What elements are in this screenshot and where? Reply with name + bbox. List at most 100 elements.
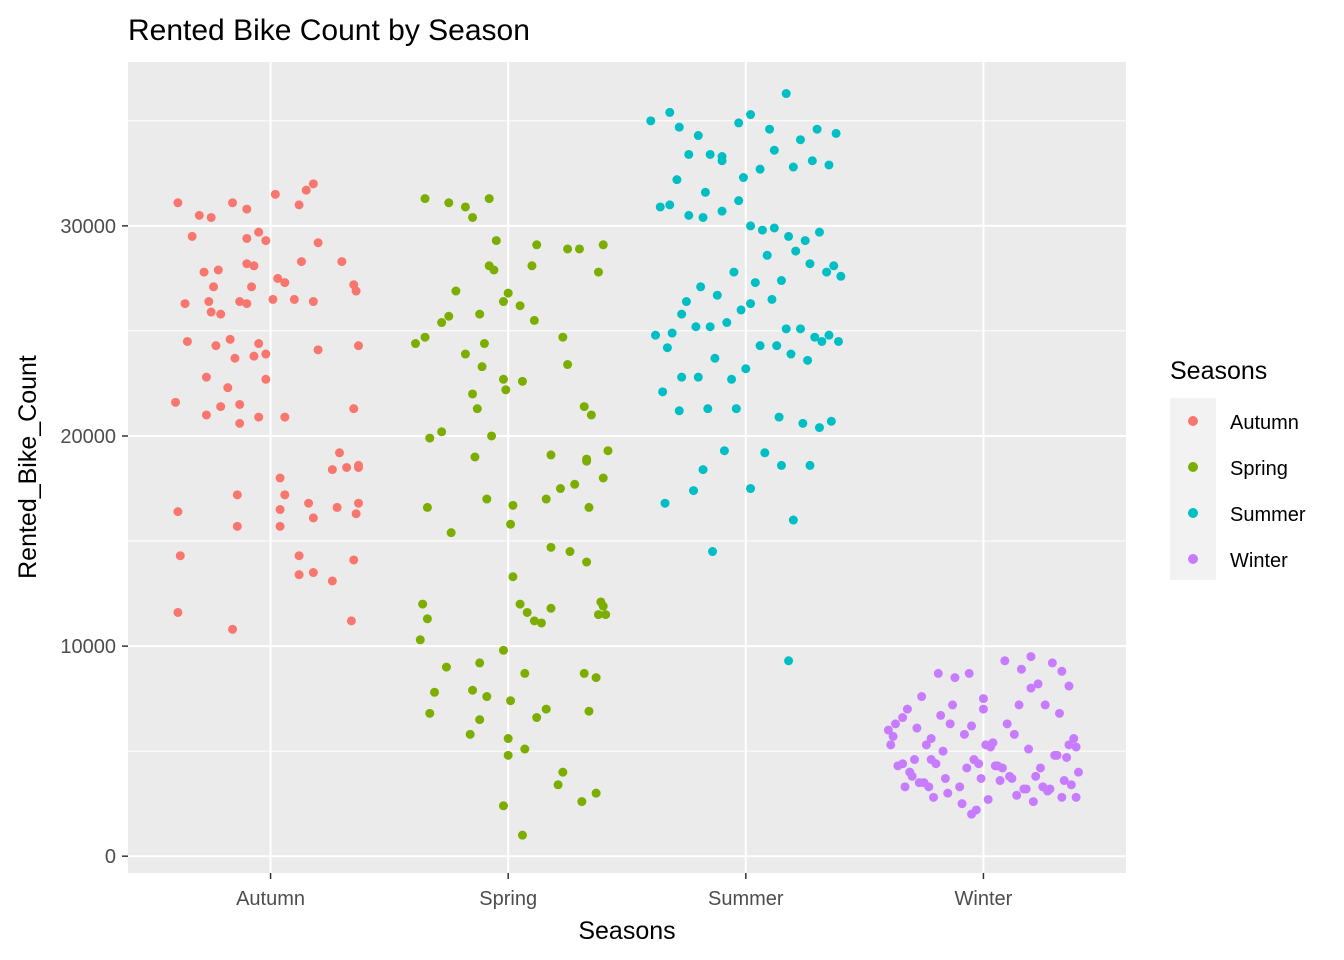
data-point-summer [798,418,808,428]
data-point-summer [660,498,670,508]
data-point-autumn [275,473,285,483]
data-point-autumn [216,309,226,319]
data-point-winter [883,725,893,735]
data-point-autumn [261,349,271,359]
data-point-spring [446,528,456,538]
data-point-spring [411,339,421,349]
data-point-spring [460,349,470,359]
data-point-autumn [206,212,216,222]
data-point-spring [482,692,492,702]
data-point-winter [1062,752,1072,762]
legend-label-summer: Summer [1230,504,1306,526]
data-point-winter [900,782,910,792]
data-point-spring [582,454,592,464]
data-point-winter [964,668,974,678]
data-point-autumn [294,200,304,210]
data-point-autumn [337,257,347,267]
data-point-summer [824,330,834,340]
data-point-spring [482,494,492,504]
data-point-autumn [289,294,299,304]
data-point-spring [579,668,589,678]
data-point-summer [662,343,672,353]
data-point-summer [803,355,813,365]
data-point-winter [1064,681,1074,691]
data-point-winter [1009,729,1019,739]
data-point-autumn [225,334,235,344]
data-point-spring [479,339,489,349]
data-point-autumn [275,505,285,515]
data-point-spring [541,494,551,504]
data-point-summer [822,267,832,277]
data-point-autumn [173,607,183,617]
data-point-summer [712,290,722,300]
data-point-spring [444,311,454,321]
data-point-summer [774,412,784,422]
data-point-winter [948,700,958,710]
x-tick-label: Spring [479,888,537,910]
data-point-summer [784,656,794,666]
data-point-spring [591,788,601,798]
data-point-autumn [304,498,314,508]
data-point-autumn [235,418,245,428]
data-point-winter [945,719,955,729]
data-point-winter [981,740,991,750]
data-point-summer [655,202,665,212]
grid-minor-lines [128,120,1126,752]
data-point-summer [691,322,701,332]
data-point-summer [746,484,756,494]
data-point-summer [734,118,744,128]
data-point-spring [546,450,556,460]
data-point-spring [574,244,584,254]
data-point-winter [898,759,908,769]
data-point-winter [940,773,950,783]
data-point-autumn [213,265,223,275]
data-point-spring [570,479,580,489]
data-point-autumn [235,399,245,409]
data-point-winter [933,668,943,678]
data-point-spring [451,286,461,296]
data-point-winter [1021,784,1031,794]
data-point-autumn [254,227,264,237]
data-point-spring [515,599,525,609]
data-point-summer [741,364,751,374]
data-point-summer [693,372,703,382]
data-point-summer [788,515,798,525]
data-point-summer [738,173,748,183]
data-point-spring [529,616,539,626]
data-point-autumn [268,294,278,304]
data-point-summer [689,486,699,496]
data-point-summer [805,259,815,269]
data-point-spring [422,614,432,624]
data-point-spring [598,473,608,483]
data-point-spring [437,318,447,328]
data-point-spring [444,198,454,208]
data-point-summer [833,336,843,346]
data-point-autumn [173,507,183,517]
data-point-spring [420,194,430,204]
data-point-summer [826,416,836,426]
data-point-autumn [242,233,252,243]
data-point-autumn [223,383,233,393]
data-point-winter [1073,767,1083,777]
data-point-summer [658,387,668,397]
data-point-autumn [175,551,185,561]
data-point-winter [976,773,986,783]
data-point-spring [591,673,601,683]
data-point-winter [978,704,988,714]
data-point-autumn [270,189,280,199]
data-point-autumn [327,465,337,475]
data-point-spring [420,332,430,342]
data-point-winter [962,763,972,773]
data-point-spring [498,645,508,655]
data-point-spring [506,696,516,706]
data-point-winter [1066,780,1076,790]
data-point-winter [1028,797,1038,807]
data-point-summer [746,299,756,309]
data-point-spring [491,236,501,246]
data-point-autumn [280,412,290,422]
data-point-winter [1002,719,1012,729]
data-point-autumn [242,204,252,214]
data-point-spring [593,610,603,620]
data-point-summer [769,145,779,155]
data-point-spring [555,484,565,494]
